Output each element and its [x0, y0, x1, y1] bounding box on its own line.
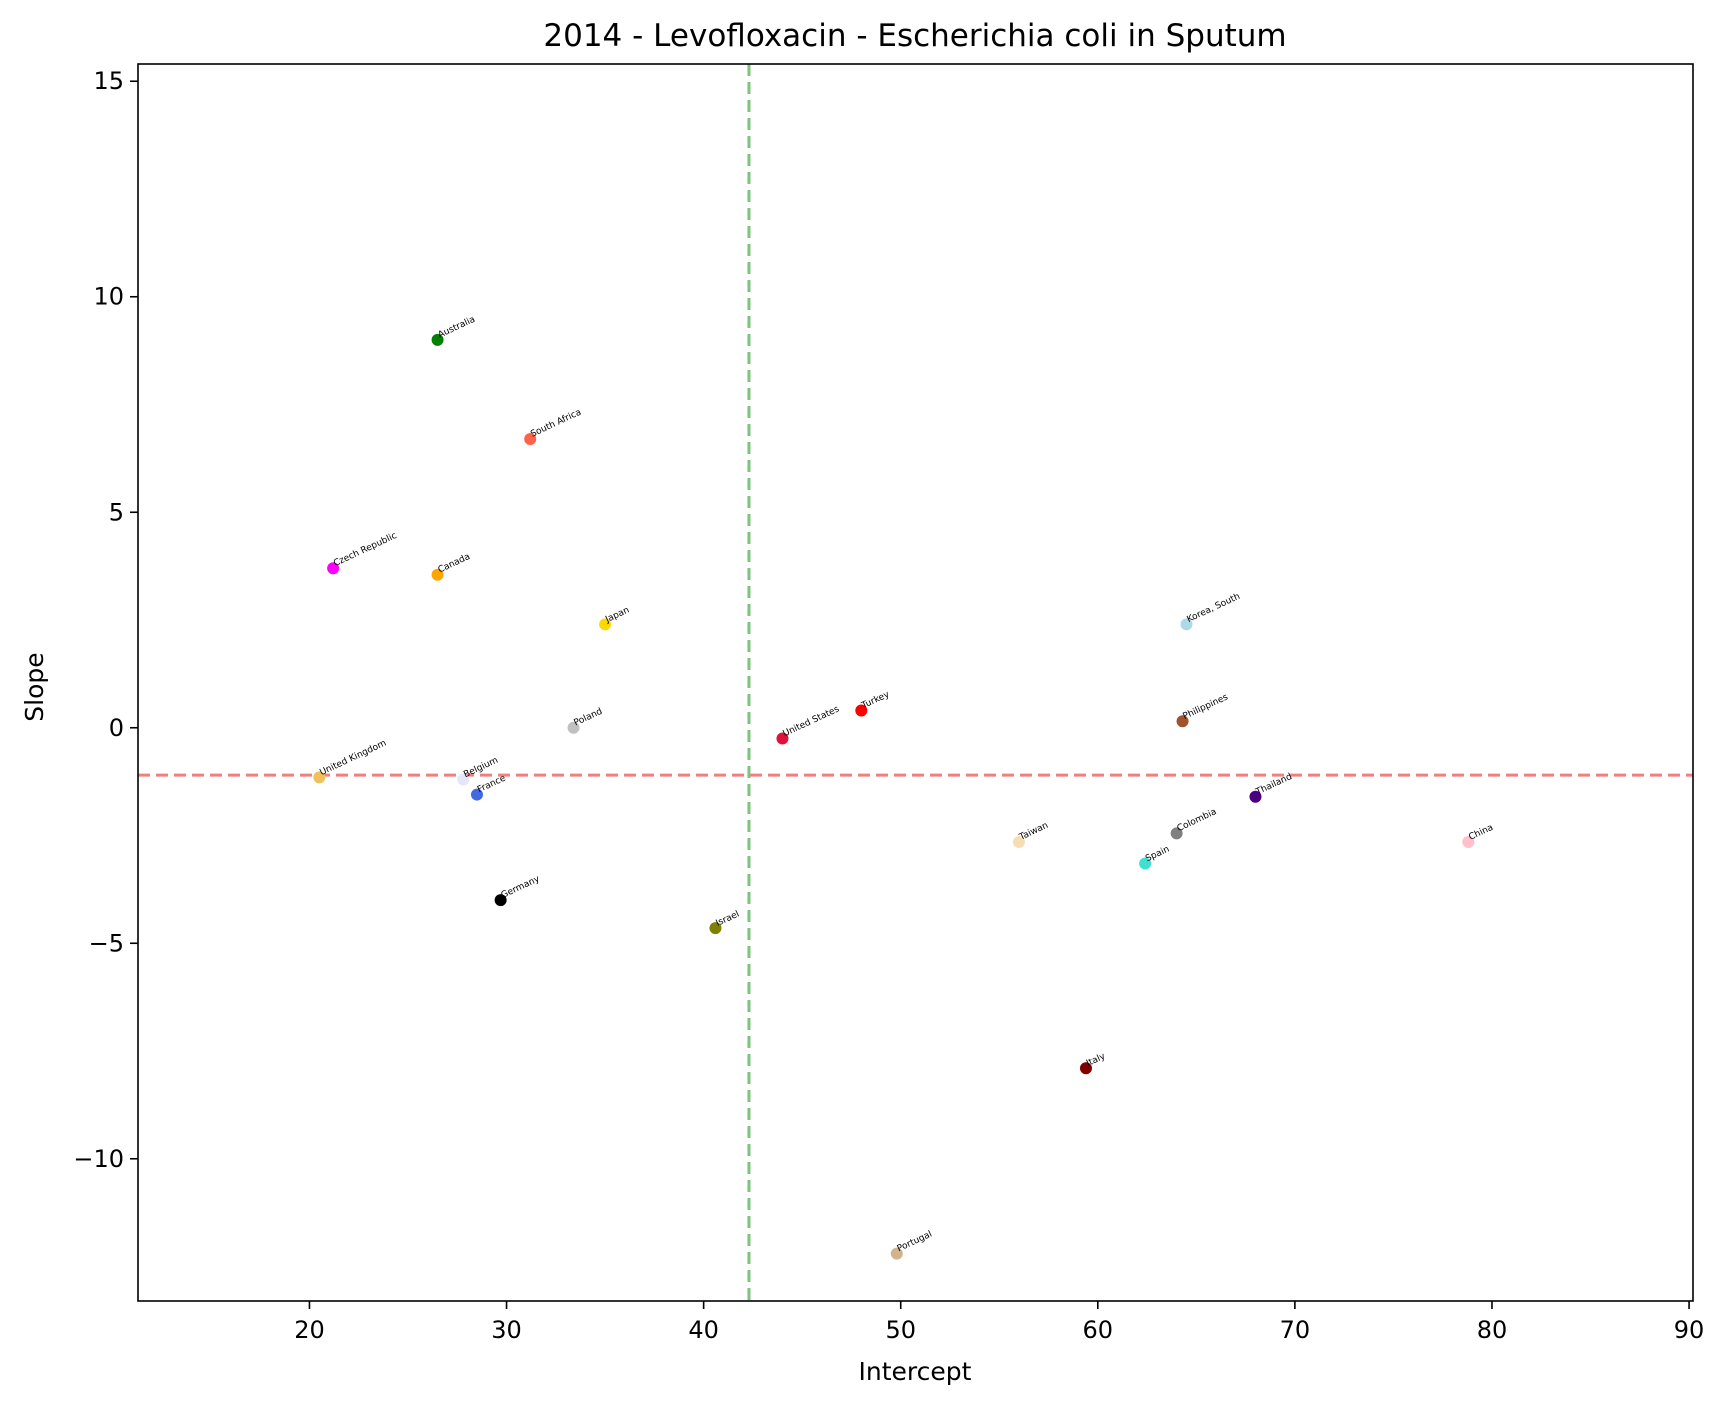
- data-point: [327, 562, 340, 575]
- point-label: Japan: [603, 605, 631, 625]
- x-tick-label: 90: [1674, 1316, 1705, 1344]
- data-point: [890, 1247, 903, 1260]
- x-tick-label: 60: [1083, 1316, 1114, 1344]
- point-label: South Africa: [529, 408, 583, 440]
- point-label: Canada: [437, 552, 472, 576]
- data-point: [1139, 857, 1152, 870]
- point-label: Philippines: [1182, 692, 1230, 722]
- point-label: Australia: [437, 315, 477, 341]
- y-tick-label: −5: [89, 929, 124, 957]
- x-tick-label: 50: [885, 1316, 916, 1344]
- y-axis: −10 −5 0 5 10 15: [73, 67, 138, 1173]
- x-tick-label: 30: [491, 1316, 522, 1344]
- data-point: [1180, 618, 1193, 631]
- point-label: Italy: [1085, 1051, 1108, 1069]
- data-point: [1079, 1062, 1092, 1075]
- point-label: Germany: [500, 874, 542, 901]
- plot-frame: [137, 63, 1694, 1302]
- point-label: Spain: [1144, 845, 1171, 865]
- x-tick-label: 40: [688, 1316, 719, 1344]
- data-point: [1462, 835, 1475, 848]
- data-point: [1012, 835, 1025, 848]
- point-label: China: [1467, 823, 1495, 843]
- data-point: [431, 568, 444, 581]
- chart-title: 2014 - Levofloxacin - Escherichia coli i…: [543, 18, 1286, 54]
- data-point: [457, 773, 470, 786]
- point-label: United Kingdom: [318, 738, 388, 778]
- data-point: [709, 922, 722, 935]
- data-point: [1249, 790, 1262, 803]
- data-point: [776, 732, 789, 745]
- point-label: Israel: [715, 909, 742, 928]
- x-tick-label: 20: [294, 1316, 325, 1344]
- data-point: [599, 618, 612, 631]
- point-label: Colombia: [1176, 807, 1219, 834]
- data-point: [313, 771, 326, 784]
- point-label: United States: [782, 704, 842, 739]
- data-points: [313, 333, 1475, 1260]
- point-label: Czech Republic: [332, 531, 398, 569]
- point-label: Portugal: [896, 1229, 934, 1254]
- y-tick-label: 5: [109, 498, 124, 526]
- x-axis: 20 30 40 50 60 70 80 90: [294, 1301, 1704, 1344]
- x-axis-label: Intercept: [859, 1357, 972, 1386]
- x-tick-label: 70: [1280, 1316, 1311, 1344]
- data-point: [1170, 827, 1183, 840]
- y-tick-label: 0: [109, 714, 124, 742]
- data-point: [567, 721, 580, 734]
- reference-lines: [138, 64, 1693, 1301]
- point-labels: Australia South Africa Czech Republic Canad…: [318, 315, 1495, 1255]
- y-tick-label: −10: [73, 1145, 124, 1173]
- data-point: [494, 894, 507, 907]
- y-tick-label: 15: [93, 67, 124, 95]
- point-label: Taiwan: [1017, 821, 1050, 843]
- data-point: [1176, 715, 1189, 728]
- point-label: Poland: [573, 707, 604, 729]
- data-point: [855, 704, 868, 717]
- y-axis-label: Slope: [20, 652, 49, 721]
- point-label: Korea, South: [1186, 592, 1242, 625]
- y-tick-label: 10: [93, 283, 124, 311]
- data-point: [470, 788, 483, 801]
- point-label: Turkey: [859, 690, 891, 712]
- x-tick-label: 80: [1477, 1316, 1508, 1344]
- data-point: [431, 333, 444, 346]
- data-point: [524, 432, 537, 445]
